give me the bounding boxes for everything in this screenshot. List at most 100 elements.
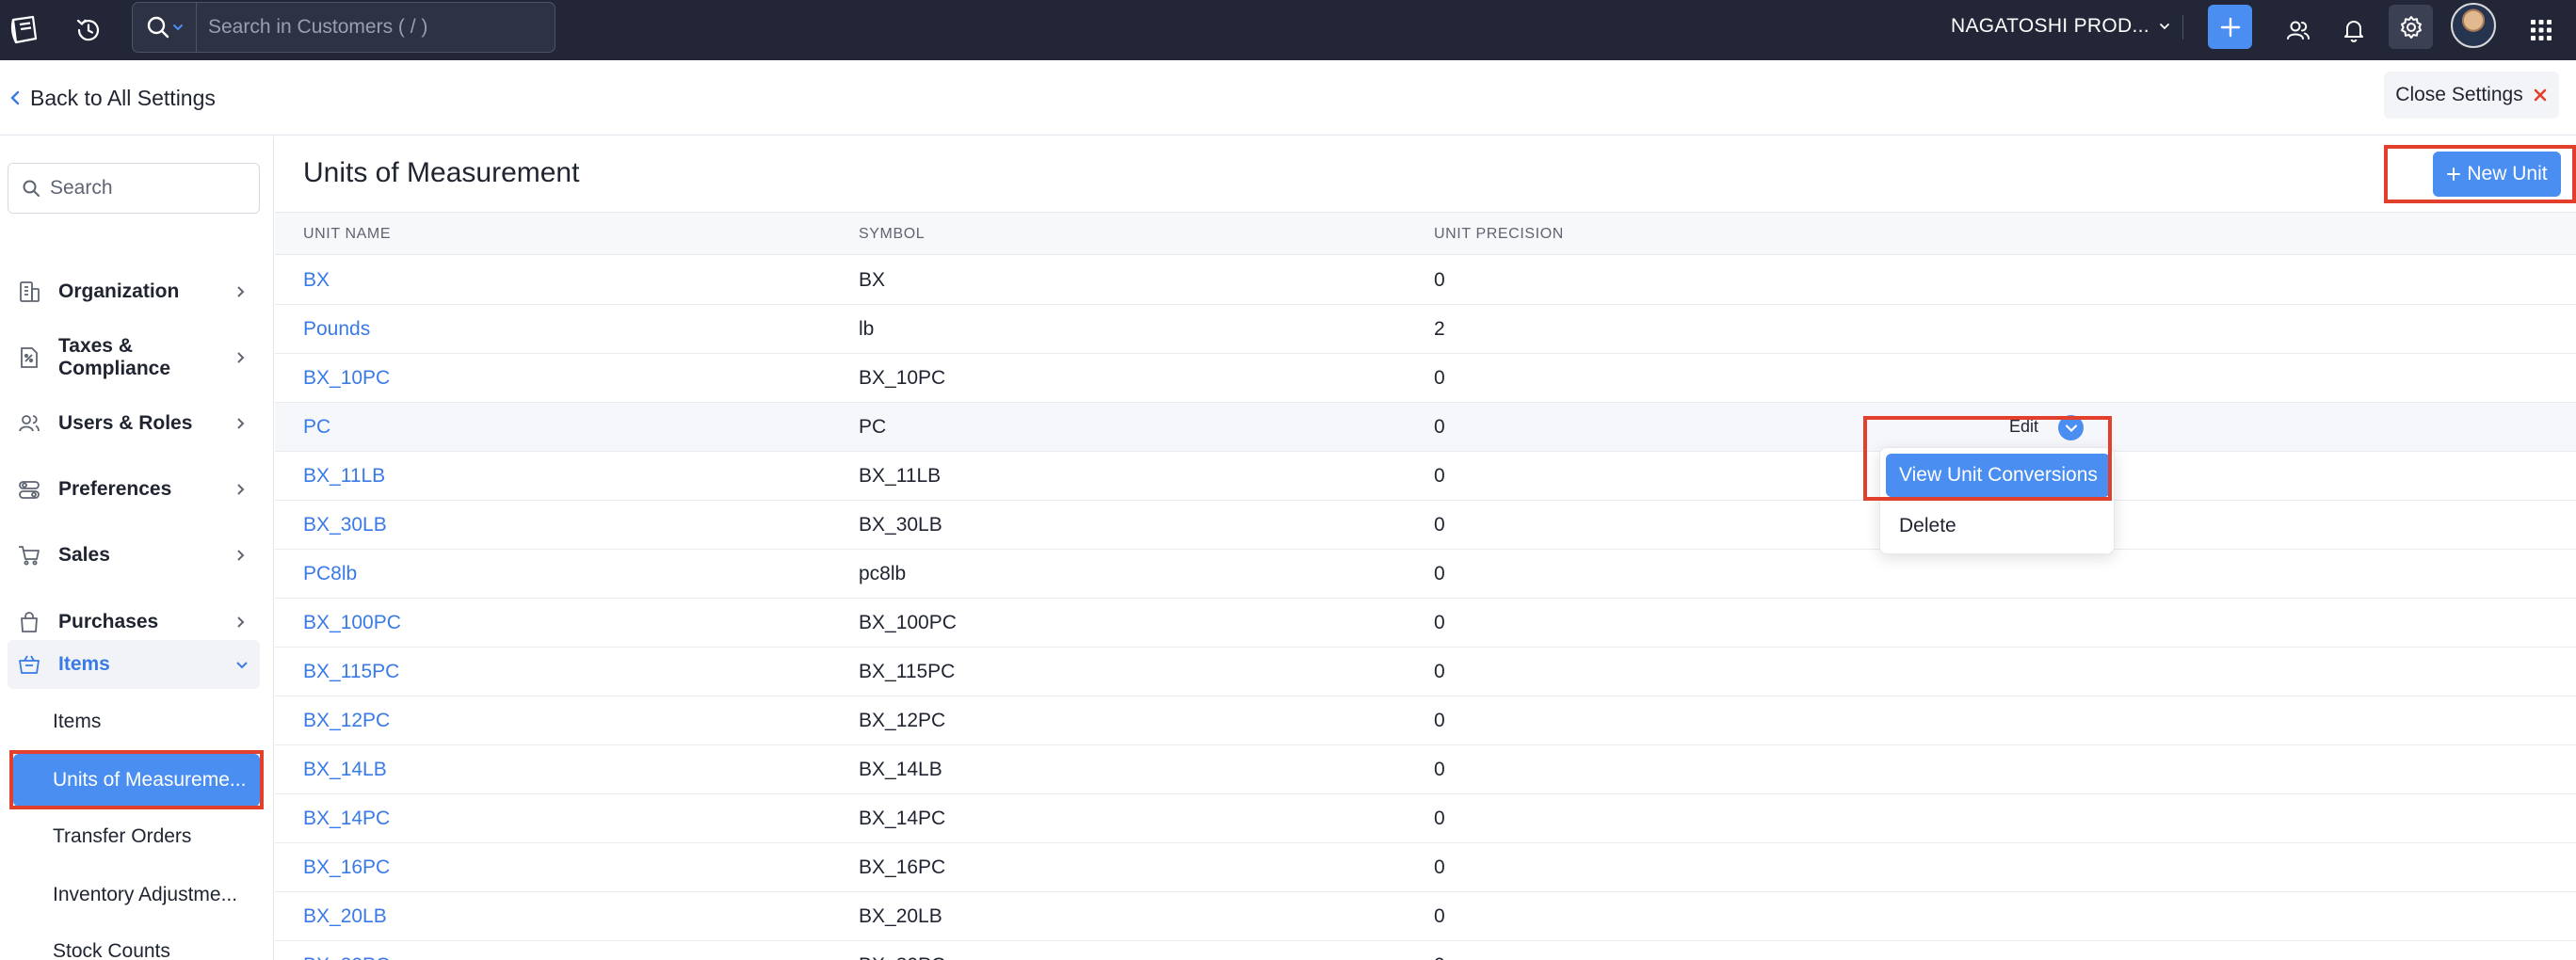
row-edit-link[interactable]: Edit — [2009, 417, 2039, 436]
unit-name-link[interactable]: PC — [303, 415, 331, 438]
table-row[interactable]: BX_115PC BX_115PC 0 — [275, 648, 2576, 696]
settings-button[interactable] — [2389, 5, 2433, 49]
chevron-down-icon — [2065, 424, 2077, 432]
sidebar-item-label: Items — [58, 653, 110, 675]
sidebar-subitem-items[interactable]: Items — [53, 711, 102, 732]
table-row[interactable]: Pounds lb 2 — [275, 305, 2576, 354]
table-row[interactable]: BX_30PC BX_30PC 0 — [275, 941, 2576, 960]
sidebar-item-preferences[interactable]: Preferences — [8, 465, 260, 514]
unit-precision: 0 — [1434, 464, 1445, 487]
unit-precision: 0 — [1434, 366, 1445, 389]
unit-symbol: BX_14LB — [859, 758, 942, 780]
unit-precision: 2 — [1434, 317, 1445, 340]
unit-precision: 0 — [1434, 660, 1445, 682]
sidebar-item-purchases[interactable]: Purchases — [8, 598, 260, 647]
close-icon — [2534, 88, 2547, 102]
users-icon[interactable] — [2279, 0, 2317, 60]
table-row[interactable]: PC8lb pc8lb 0 — [275, 550, 2576, 599]
app-logo-icon[interactable] — [6, 0, 43, 60]
bell-icon[interactable] — [2335, 0, 2373, 60]
sidebar-item-label: Sales — [58, 544, 110, 566]
table-row[interactable]: BX_30LB BX_30LB 0 — [275, 501, 2576, 550]
table-row[interactable]: BX_100PC BX_100PC 0 — [275, 599, 2576, 648]
table-row[interactable]: PC PC 0 Edit — [275, 403, 2576, 452]
unit-name-link[interactable]: BX_14LB — [303, 758, 387, 780]
column-header-symbol[interactable]: SYMBOL — [859, 226, 926, 242]
new-unit-button[interactable]: New Unit — [2433, 152, 2561, 197]
table-header: UNIT NAME SYMBOL UNIT PRECISION — [275, 212, 2576, 255]
sidebar-subitem-inventory-adjustments[interactable]: Inventory Adjustme... — [53, 884, 238, 905]
sidebar-item-users-roles[interactable]: Users & Roles — [8, 399, 260, 448]
sidebar-subitem-stock-counts[interactable]: Stock Counts — [53, 940, 170, 960]
unit-name-link[interactable]: Pounds — [303, 317, 371, 340]
global-search[interactable] — [132, 2, 555, 53]
delete-option[interactable]: Delete — [1899, 515, 1956, 536]
user-avatar[interactable] — [2451, 3, 2496, 48]
unit-name-link[interactable]: BX_20LB — [303, 904, 387, 927]
unit-name-link[interactable]: BX_16PC — [303, 856, 391, 878]
chevron-left-icon — [10, 90, 20, 105]
unit-precision: 0 — [1434, 941, 1445, 960]
unit-name-link[interactable]: BX — [303, 268, 330, 291]
unit-symbol: BX_14PC — [859, 807, 946, 829]
sidebar-item-taxes[interactable]: Taxes & Compliance — [8, 333, 260, 382]
quick-create-button[interactable] — [2208, 5, 2252, 49]
sidebar-item-label: Organization — [58, 280, 180, 302]
unit-name-link[interactable]: BX_30LB — [303, 513, 387, 536]
page-title: Units of Measurement — [303, 157, 580, 188]
unit-name-link[interactable]: BX_115PC — [303, 660, 400, 682]
unit-name-link[interactable]: BX_12PC — [303, 709, 391, 731]
close-settings-button[interactable]: Close Settings — [2384, 72, 2559, 119]
column-header-unit-name[interactable]: UNIT NAME — [303, 226, 392, 242]
unit-name-link[interactable]: BX_100PC — [303, 611, 401, 633]
unit-name-link[interactable]: BX_11LB — [303, 464, 386, 487]
cart-icon — [17, 543, 43, 568]
chevron-right-icon — [235, 417, 260, 430]
sidebar-item-sales[interactable]: Sales — [8, 531, 260, 580]
table-row[interactable]: BX_16PC BX_16PC 0 — [275, 843, 2576, 892]
taxes-icon — [17, 345, 43, 370]
back-to-settings-link[interactable]: Back to All Settings — [9, 60, 216, 136]
chevron-down-icon — [235, 660, 260, 669]
unit-name-link[interactable]: BX_10PC — [303, 366, 391, 389]
unit-precision: 0 — [1434, 562, 1445, 584]
sidebar-item-label: Preferences — [58, 478, 172, 500]
table-row[interactable]: BX_14LB BX_14LB 0 — [275, 745, 2576, 794]
search-icon — [147, 16, 169, 39]
table-row[interactable]: BX_10PC BX_10PC 0 — [275, 354, 2576, 403]
unit-precision: 0 — [1434, 268, 1445, 291]
sidebar-item-label: Users & Roles — [58, 412, 193, 434]
table-row[interactable]: BX_14PC BX_14PC 0 — [275, 794, 2576, 843]
organization-name: NAGATOSHI PROD... — [1951, 15, 2149, 37]
table-row[interactable]: BX BX 0 — [275, 256, 2576, 305]
row-actions-toggle[interactable] — [2058, 415, 2084, 440]
search-scope-dropdown[interactable] — [133, 3, 197, 52]
sidebar-subitem-units-of-measurement[interactable]: Units of Measureme... — [13, 754, 260, 807]
column-header-unit-precision[interactable]: UNIT PRECISION — [1434, 226, 1564, 242]
sidebar-item-label: Purchases — [58, 611, 159, 632]
settings-search[interactable] — [8, 163, 260, 214]
history-icon[interactable] — [70, 0, 107, 60]
settings-search-input[interactable] — [50, 177, 238, 200]
unit-precision: 0 — [1434, 758, 1445, 780]
sidebar-subitem-transfer-orders[interactable]: Transfer Orders — [53, 825, 192, 847]
chevron-right-icon — [235, 351, 260, 364]
top-bar: NAGATOSHI PROD... — [0, 0, 2576, 60]
sidebar-item-label: Taxes & Compliance — [58, 335, 171, 379]
unit-symbol: PC — [859, 415, 887, 438]
view-unit-conversions-option[interactable]: View Unit Conversions — [1886, 454, 2110, 497]
unit-name-link[interactable]: PC8lb — [303, 562, 358, 584]
unit-precision: 0 — [1434, 611, 1445, 633]
sidebar-item-organization[interactable]: Organization — [8, 267, 260, 316]
global-search-input[interactable] — [197, 3, 555, 52]
chevron-right-icon — [235, 483, 260, 496]
table-row[interactable]: BX_20LB BX_20LB 0 — [275, 892, 2576, 941]
sidebar-item-items[interactable]: Items — [8, 640, 260, 689]
unit-name-link[interactable]: BX_30PC — [303, 941, 390, 960]
table-row[interactable]: BX_12PC BX_12PC 0 — [275, 696, 2576, 745]
table-row[interactable]: BX_11LB BX_11LB 0 — [275, 452, 2576, 501]
organization-switcher[interactable]: NAGATOSHI PROD... — [1951, 0, 2170, 53]
settings-header: Back to All Settings Close Settings — [0, 60, 2576, 136]
app-grid-icon[interactable] — [2522, 0, 2560, 60]
unit-name-link[interactable]: BX_14PC — [303, 807, 391, 829]
